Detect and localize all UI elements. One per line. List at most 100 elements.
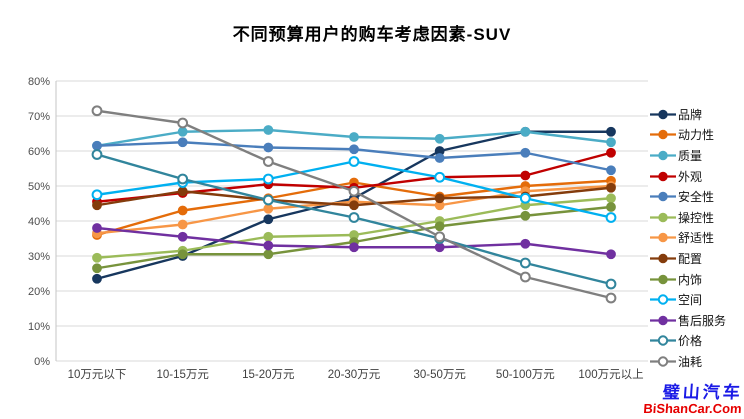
data-point [263, 214, 274, 225]
data-point [92, 252, 102, 263]
data-point [91, 149, 103, 160]
data-point [605, 212, 617, 223]
legend-marker-icon [650, 335, 676, 347]
data-point [262, 194, 274, 206]
data-point [348, 212, 360, 223]
legend-marker-icon [650, 274, 676, 284]
data-point [606, 147, 616, 158]
data-point [92, 263, 102, 274]
data-point [177, 117, 189, 129]
legend-marker-icon [650, 356, 676, 367]
data-point [434, 133, 445, 144]
legend-label: 外观 [678, 169, 703, 184]
data-point [606, 193, 616, 204]
data-point [519, 257, 531, 269]
legend-label: 油耗 [678, 354, 703, 369]
legend-item: 油耗 [650, 351, 744, 372]
legend-label: 质量 [678, 148, 703, 163]
legend-label: 操控性 [678, 210, 715, 225]
data-point [177, 126, 188, 137]
legend-label: 内饰 [678, 272, 703, 287]
chart-title: 不同预算用户的购车考虑因素-SUV [232, 25, 512, 44]
data-point [92, 140, 102, 151]
legend-marker-icon [650, 253, 676, 264]
legend-item: 安全性 [650, 186, 744, 207]
legend-item: 动力性 [650, 125, 744, 146]
data-point [92, 200, 102, 211]
y-tick-label: 0% [34, 356, 50, 368]
y-tick-label: 70% [28, 111, 50, 123]
x-tick-label: 50-100万元 [496, 369, 555, 381]
data-point [606, 165, 616, 176]
y-tick-label: 50% [28, 181, 50, 193]
legend-item: 价格 [650, 331, 744, 352]
legend-label: 品牌 [678, 107, 703, 122]
legend-marker-icon [650, 130, 676, 140]
data-point [606, 202, 616, 212]
y-tick-label: 40% [28, 216, 50, 228]
watermark: 璧山汽车 BiShanCar.Com [642, 383, 744, 416]
data-point [177, 219, 188, 230]
data-point [606, 137, 616, 148]
data-point [263, 249, 274, 260]
data-point [434, 171, 446, 183]
data-point [349, 200, 359, 211]
data-point [262, 156, 274, 167]
data-point [434, 231, 446, 243]
legend-marker-icon [650, 233, 676, 243]
y-tick-label: 20% [28, 286, 50, 298]
data-point [434, 242, 445, 253]
x-tick-label: 20-30万元 [328, 369, 381, 381]
legend-label: 空间 [678, 293, 703, 308]
data-point [177, 186, 188, 197]
data-point [263, 142, 274, 153]
data-point [177, 231, 188, 242]
data-point [348, 185, 360, 197]
data-point [519, 192, 531, 204]
data-point [349, 132, 359, 142]
legend-marker-icon [650, 315, 676, 325]
y-tick-label: 30% [28, 251, 50, 263]
data-point [177, 173, 189, 185]
legend-item: 内饰 [650, 269, 744, 290]
x-tick-label: 10万元以下 [68, 368, 127, 381]
legend-item: 质量 [650, 145, 744, 166]
legend-label: 配置 [678, 251, 703, 266]
legend-label: 价格 [678, 334, 703, 349]
legend-item: 配置 [650, 248, 744, 269]
watermark-site-text: BiShanCar.Com [642, 400, 742, 416]
legend-item: 外观 [650, 166, 744, 187]
legend-marker-icon [650, 191, 676, 202]
y-tick-label: 60% [28, 146, 50, 158]
data-point [606, 182, 616, 193]
data-point [263, 231, 274, 242]
data-point [349, 242, 359, 253]
legend-item: 舒适性 [650, 228, 744, 249]
x-tick-label: 10-15万元 [156, 369, 209, 381]
data-point [348, 156, 360, 167]
legend-marker-icon [650, 171, 676, 181]
legend-marker-icon [650, 294, 676, 305]
data-point [520, 238, 531, 249]
data-point [520, 147, 531, 158]
legend-item: 售后服务 [650, 310, 744, 331]
chart-legend: 品牌动力性质量外观安全性操控性舒适性配置内饰空间售后服务价格油耗 [650, 104, 744, 372]
data-point [520, 170, 531, 181]
data-point [519, 271, 531, 283]
data-point [605, 278, 617, 290]
data-point [606, 126, 616, 137]
legend-item: 品牌 [650, 104, 744, 125]
legend-item: 空间 [650, 289, 744, 310]
data-point [434, 221, 445, 232]
legend-marker-icon [650, 212, 676, 222]
legend-item: 操控性 [650, 207, 744, 228]
data-point [606, 249, 616, 260]
legend-label: 动力性 [678, 128, 715, 143]
data-point [263, 203, 274, 214]
data-point [263, 240, 274, 251]
data-point [434, 193, 445, 204]
data-point [520, 126, 531, 137]
y-tick-label: 10% [28, 321, 50, 333]
